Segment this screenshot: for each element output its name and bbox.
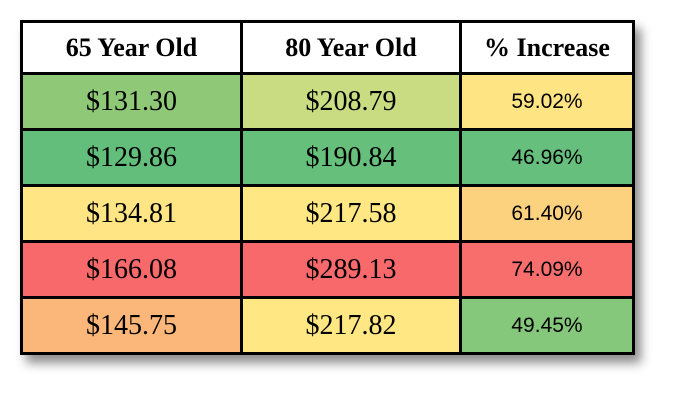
- table-body: $131.30 $208.79 59.02% $129.86 $190.84 46.96%…: [23, 75, 632, 352]
- table-row: $129.86 $190.84 46.96%: [23, 131, 632, 184]
- table-cell: $145.75: [23, 299, 240, 352]
- header-cell: % Increase: [462, 23, 632, 72]
- price-table: 65 Year Old 80 Year Old% Increase $131.30…: [20, 20, 635, 355]
- header-cell: 80 Year Old: [243, 23, 459, 72]
- table-cell: $166.08: [23, 243, 240, 296]
- table-cell: 49.45%: [462, 299, 632, 352]
- table-cell: $217.58: [243, 187, 459, 240]
- table-cell: 74.09%: [462, 243, 632, 296]
- table-cell: $208.79: [243, 75, 459, 128]
- table-cell: $217.82: [243, 299, 459, 352]
- table-row: $166.08 $289.13 74.09%: [23, 243, 632, 296]
- header-cell: 65 Year Old: [23, 23, 240, 72]
- table-cell: 61.40%: [462, 187, 632, 240]
- table-cell: $129.86: [23, 131, 240, 184]
- table-cell: 46.96%: [462, 131, 632, 184]
- header-row: 65 Year Old 80 Year Old% Increase: [23, 23, 632, 72]
- table-cell: 59.02%: [462, 75, 632, 128]
- table-frame: 65 Year Old 80 Year Old% Increase $131.30…: [20, 20, 635, 355]
- table-cell: $134.81: [23, 187, 240, 240]
- table-cell: $131.30: [23, 75, 240, 128]
- table-cell: $190.84: [243, 131, 459, 184]
- table-row: $134.81 $217.58 61.40%: [23, 187, 632, 240]
- table-row: $145.75 $217.82 49.45%: [23, 299, 632, 352]
- table-row: $131.30 $208.79 59.02%: [23, 75, 632, 128]
- table-cell: $289.13: [243, 243, 459, 296]
